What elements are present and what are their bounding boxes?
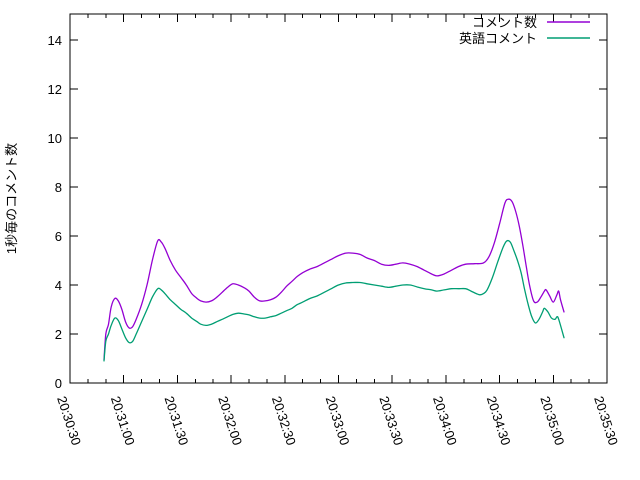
y-tick-label: 0: [55, 376, 62, 391]
series-line-english-comments: [103, 239, 565, 362]
y-tick-label: 10: [48, 131, 62, 146]
series-line-comments: [103, 198, 565, 361]
y-tick-label: 6: [55, 229, 62, 244]
y-tick-label: 14: [48, 33, 62, 48]
y-axis-title: 1秒毎のコメント数: [4, 143, 19, 254]
legend-label: 英語コメント: [459, 31, 537, 46]
y-tick-label: 4: [55, 278, 62, 293]
y-tick-label: 12: [48, 82, 62, 97]
y-tick-label: 2: [55, 327, 62, 342]
y-tick-label: 8: [55, 180, 62, 195]
legend-label: コメント数: [472, 15, 537, 30]
